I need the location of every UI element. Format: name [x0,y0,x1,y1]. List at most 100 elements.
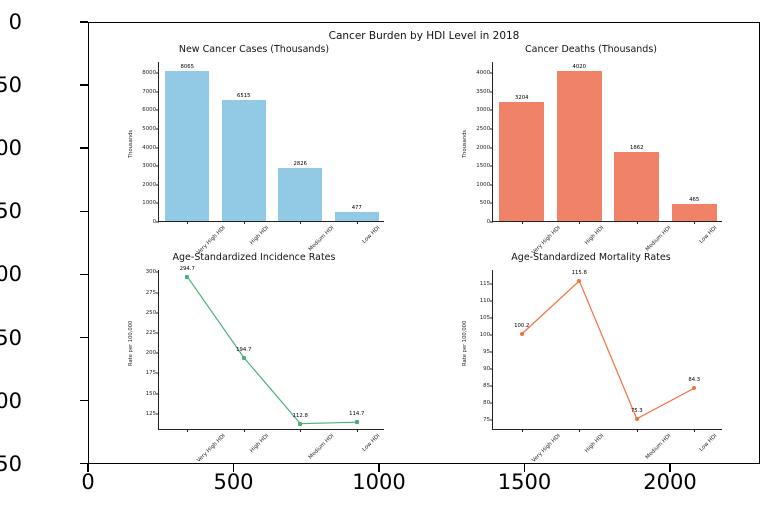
outer-y-tick: 1750 [0,451,22,476]
y-tick-label: 3000 [142,163,156,170]
outer-y-tick-mark [80,336,88,339]
y-tick-label: 85 [483,382,490,389]
outer-x-tick-mark [669,464,671,472]
data-point [577,278,582,283]
y-tick-label: 115 [479,280,490,287]
x-tick-mark [356,221,358,224]
x-tick-mark [300,221,302,224]
outer-x-tick: 0 [81,470,95,494]
x-tick-label: Medium HDI [307,433,336,461]
outer-x-tick: 500 [213,470,254,494]
panel-title: New Cancer Cases (Thousands) [178,44,330,55]
y-tick-label: 175 [145,370,156,377]
bar [556,71,602,221]
x-tick-mark [521,221,523,224]
x-tick-mark [694,429,696,432]
y-tick-mark [156,221,159,223]
y-tick-label: 105 [479,314,490,321]
y-tick-mark [156,147,159,149]
y-tick-label: 2500 [476,125,490,132]
bar [221,99,266,221]
y-tick-label: 7000 [142,88,156,95]
x-tick-mark [187,429,189,432]
outer-x-tick: 1500 [497,470,552,494]
data-point [692,386,697,391]
y-tick-mark [490,385,493,387]
y-tick-mark [490,202,493,204]
y-tick-mark [156,184,159,186]
x-tick-label: Medium HDI [307,225,336,253]
y-tick-mark [490,72,493,74]
y-tick-mark [156,72,159,74]
y-axis-label: Thousands [128,129,134,158]
data-point-label: 112.8 [292,412,308,419]
y-tick-mark [490,317,493,319]
bar [278,168,323,221]
y-axis-label: Rate per 100,000 [128,320,134,366]
x-tick-mark [300,429,302,432]
y-tick-label: 80 [483,399,490,406]
data-point [298,421,303,426]
outer-y-tick-mark [80,462,88,465]
outer-y-tick-mark [80,399,88,402]
x-tick-mark [636,221,638,224]
x-tick-mark [521,429,523,432]
x-tick-mark [243,429,245,432]
y-tick-label: 95 [483,348,490,355]
y-tick-mark [156,372,159,374]
outer-x-tick: 1000 [352,470,406,494]
bar-value-label: 8065 [180,63,194,70]
outer-y-tick: 250 [0,73,22,98]
y-tick-mark [156,271,159,273]
y-tick-label: 4000 [142,144,156,151]
y-tick-mark [156,292,159,294]
outer-x-tick-mark [87,464,89,472]
data-point-label: 294.7 [179,265,195,272]
y-tick-label: 75 [483,416,490,423]
plot-area: 75 80 85 90 95 100 105 110 115 Very High HDI High … [480,270,722,464]
y-tick-mark [490,419,493,421]
y-tick-label: 3500 [476,88,490,95]
y-tick-label: 2000 [476,144,490,151]
outer-y-tick: 0 [8,10,22,34]
y-tick-label: 500 [479,200,490,207]
x-tick-mark [187,221,189,224]
y-tick-label: 300 [145,269,156,276]
data-point-label: 194.7 [236,346,252,353]
y-tick-mark [490,283,493,285]
y-tick-label: 8000 [142,70,156,77]
y-tick-mark [490,300,493,302]
bar-value-label: 6515 [237,92,251,99]
bar-value-label: 4020 [572,64,586,71]
bar-value-label: 465 [689,196,700,203]
y-tick-label: 250 [145,309,156,316]
outer-x-tick-mark [378,464,380,472]
y-tick-mark [490,402,493,404]
bar-value-label: 3204 [515,94,529,101]
outer-x-tick-mark [523,464,526,472]
x-tick-label: High HDI [584,225,606,247]
y-tick-label: 4000 [476,70,490,77]
panel-mortality-rates: Age-Standardized Mortality Rates 75 80 85 90… [430,252,752,464]
y-tick-mark [490,351,493,353]
y-tick-label: 1500 [476,163,490,170]
outer-x-tick-mark [232,464,235,472]
x-tick-label: High HDI [248,225,270,247]
x-tick-label: Low HDI [361,433,382,453]
y-tick-mark [490,128,493,130]
x-tick-mark [579,221,581,224]
outer-y-tick-mark [80,21,88,23]
y-tick-mark [156,352,159,354]
x-tick-mark [694,221,696,224]
y-tick-label: 1000 [142,200,156,207]
y-tick-label: 0 [486,219,490,225]
y-tick-label: 6000 [142,107,156,114]
y-tick-mark [490,91,493,93]
data-point-label: 75.3 [630,407,643,414]
plot-area: 0 1000 2000 3000 4000 5000 6000 7000 8000 Very Hi… [142,62,384,256]
matplotlib-figure: Cancer Burden by HDI Level in 2018 New C… [90,24,758,464]
plot-area: 125 150 175 200 225 250 275 300 Very High HDI Hig… [146,266,384,464]
y-tick-mark [490,184,493,186]
y-tick-mark [156,312,159,314]
